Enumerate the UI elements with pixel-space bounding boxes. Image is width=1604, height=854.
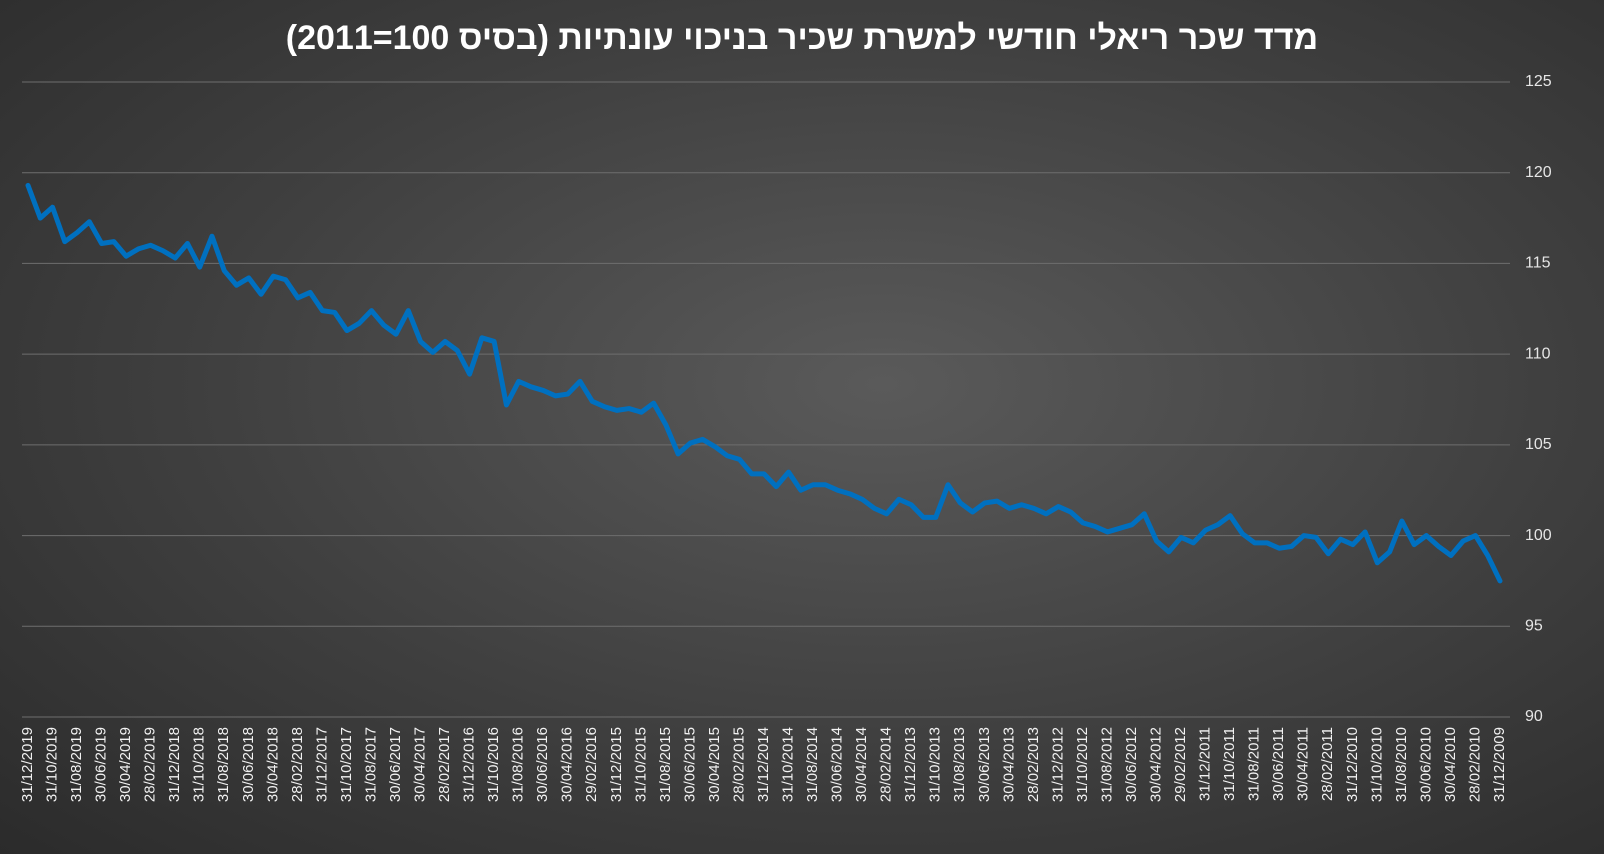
- x-tick-label: 31/08/2016: [510, 727, 527, 802]
- x-tick-label: 29/02/2016: [583, 727, 600, 802]
- x-tick-label: 30/06/2011: [1270, 727, 1287, 801]
- x-tick-label: 31/10/2017: [338, 727, 355, 802]
- x-tick-label: 31/08/2014: [804, 727, 821, 802]
- x-tick-label: 30/04/2018: [264, 727, 281, 802]
- y-tick-label: 125: [1525, 73, 1552, 90]
- x-tick-label: 31/10/2014: [780, 727, 797, 802]
- x-tick-label: 30/04/2017: [412, 727, 429, 802]
- x-tick-label: 30/06/2014: [829, 727, 846, 802]
- x-tick-label: 31/08/2015: [657, 727, 674, 802]
- x-tick-label: 30/04/2012: [1148, 727, 1165, 802]
- x-tick-label: 30/04/2015: [706, 727, 723, 802]
- x-tick-label: 31/10/2011: [1221, 727, 1238, 801]
- x-tick-label: 28/02/2011: [1319, 727, 1336, 801]
- x-tick-label: 30/06/2010: [1417, 727, 1434, 802]
- y-tick-label: 100: [1525, 527, 1552, 544]
- x-tick-label: 31/12/2017: [313, 727, 330, 802]
- x-tick-label: 31/12/2009: [1491, 727, 1508, 802]
- x-tick-label: 31/12/2013: [902, 727, 919, 802]
- x-tick-label: 28/02/2019: [142, 727, 159, 802]
- x-tick-label: 30/06/2019: [93, 727, 110, 802]
- x-tick-label: 31/10/2012: [1074, 727, 1091, 802]
- x-tick-label: 31/08/2010: [1393, 727, 1410, 802]
- y-tick-label: 110: [1525, 345, 1551, 362]
- x-tick-label: 30/04/2011: [1295, 727, 1312, 801]
- x-tick-label: 30/06/2017: [387, 727, 404, 802]
- x-tick-label: 28/02/2013: [1025, 727, 1042, 802]
- x-tick-label: 28/02/2010: [1466, 727, 1483, 802]
- y-tick-label: 120: [1525, 164, 1552, 181]
- x-tick-label: 30/06/2013: [976, 727, 993, 802]
- x-tick-label: 31/08/2018: [215, 727, 232, 802]
- x-tick-label: 31/08/2012: [1098, 727, 1115, 802]
- x-tick-label: 28/02/2018: [289, 727, 306, 802]
- x-tick-label: 31/08/2019: [68, 727, 85, 802]
- x-tick-label: 31/12/2015: [608, 727, 625, 802]
- x-tick-label: 31/12/2011: [1197, 727, 1214, 801]
- x-tick-label: 31/12/2012: [1049, 727, 1066, 802]
- x-tick-label: 31/12/2019: [19, 727, 36, 802]
- y-tick-label: 90: [1525, 708, 1543, 725]
- x-tick-label: 28/02/2014: [878, 727, 895, 802]
- data-line: [25, 182, 1503, 584]
- x-tick-label: 31/10/2018: [191, 727, 208, 802]
- x-tick-label: 31/08/2011: [1246, 727, 1263, 801]
- x-tick-label: 30/04/2019: [117, 727, 134, 802]
- y-tick-label: 115: [1525, 255, 1551, 272]
- x-tick-label: 31/10/2015: [632, 727, 649, 802]
- x-tick-label: 31/08/2017: [362, 727, 379, 802]
- x-tick-label: 30/04/2010: [1442, 727, 1459, 802]
- y-tick-label: 95: [1525, 618, 1543, 635]
- x-tick-label: 30/04/2013: [1000, 727, 1017, 802]
- x-tick-label: 28/02/2017: [436, 727, 453, 802]
- x-tick-label: 31/08/2013: [951, 727, 968, 802]
- x-tick-label: 29/02/2012: [1172, 727, 1189, 802]
- x-tick-label: 30/06/2015: [681, 727, 698, 802]
- x-tick-label: 30/06/2018: [240, 727, 257, 802]
- x-tick-label: 31/12/2016: [461, 727, 478, 802]
- x-tick-label: 30/04/2016: [559, 727, 576, 802]
- x-tick-label: 30/06/2012: [1123, 727, 1140, 802]
- x-tick-label: 31/10/2019: [44, 727, 61, 802]
- x-tick-label: 31/10/2013: [927, 727, 944, 802]
- x-tick-label: 28/02/2015: [730, 727, 747, 802]
- x-tick-label: 31/12/2018: [166, 727, 183, 802]
- chart-title: מדד שכר ריאלי חודשי למשרת שכיר בניכוי עו…: [286, 19, 1318, 57]
- y-tick-label: 105: [1525, 436, 1552, 453]
- x-tick-label: 31/10/2010: [1368, 727, 1385, 802]
- x-tick-label: 31/12/2010: [1344, 727, 1361, 802]
- x-tick-label: 31/12/2014: [755, 727, 772, 802]
- x-tick-label: 31/10/2016: [485, 727, 502, 802]
- x-tick-label: 30/04/2014: [853, 727, 870, 802]
- x-tick-label: 30/06/2016: [534, 727, 551, 802]
